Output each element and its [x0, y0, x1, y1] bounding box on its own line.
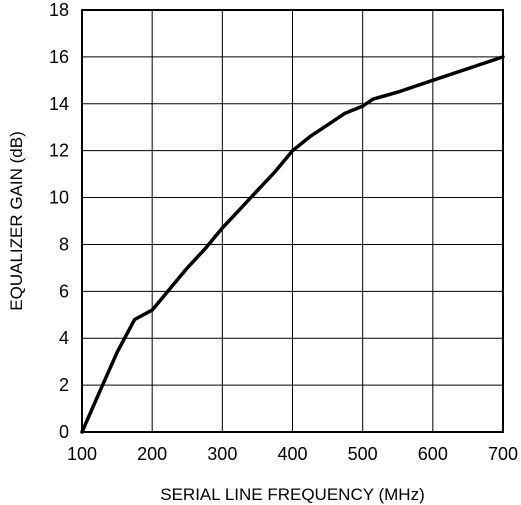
y-tick-label-12: 12	[49, 141, 69, 161]
y-tick-labels: 0 2 4 6 8 10 12 14 16 18	[49, 0, 69, 442]
y-tick-label-2: 2	[59, 375, 69, 395]
x-tick-labels: 100 200 300 400 500 600 700	[67, 444, 518, 464]
x-tick-label-700: 700	[488, 444, 518, 464]
series-layer	[80, 55, 505, 434]
y-axis-label: EQUALIZER GAIN (dB)	[7, 131, 26, 310]
y-tick-label-14: 14	[49, 94, 69, 114]
x-tick-label-500: 500	[348, 444, 378, 464]
grid	[81, 9, 504, 433]
y-tick-label-10: 10	[49, 188, 69, 208]
x-tick-label-100: 100	[67, 444, 97, 464]
x-tick-label-300: 300	[207, 444, 237, 464]
x-tick-label-200: 200	[137, 444, 167, 464]
series-line-0	[80, 55, 505, 434]
y-tick-label-6: 6	[59, 281, 69, 301]
plot-frame	[81, 9, 504, 433]
y-tick-label-18: 18	[49, 0, 69, 20]
y-tick-label-4: 4	[59, 328, 69, 348]
x-tick-label-400: 400	[277, 444, 307, 464]
y-tick-label-8: 8	[59, 234, 69, 254]
y-tick-label-0: 0	[59, 422, 69, 442]
x-tick-label-600: 600	[418, 444, 448, 464]
x-axis-label: SERIAL LINE FREQUENCY (MHz)	[160, 485, 425, 504]
y-tick-label-16: 16	[49, 47, 69, 67]
